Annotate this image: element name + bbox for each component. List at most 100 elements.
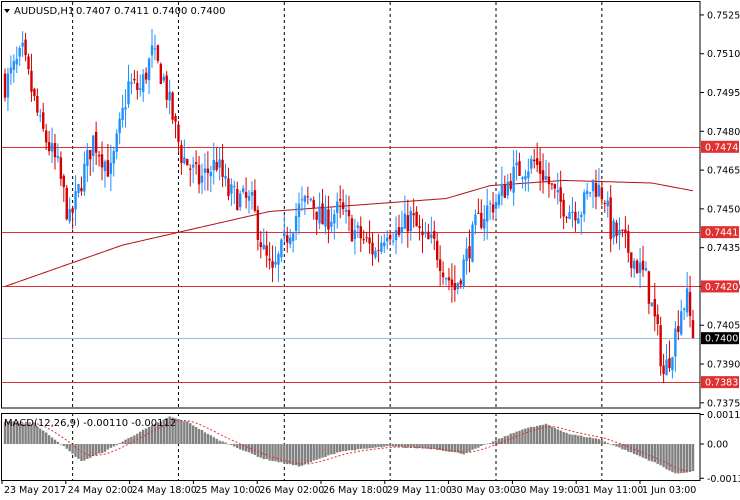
macd-bar (459, 444, 462, 454)
price-tick-label: 0.7495 (707, 88, 740, 99)
candle-body (497, 194, 501, 206)
macd-bar (503, 436, 507, 445)
candle-body (441, 272, 445, 278)
candle-body (74, 191, 77, 210)
candlestick (568, 205, 571, 220)
candle-body (18, 47, 21, 57)
candle-body (465, 248, 468, 262)
macd-bar (509, 433, 512, 445)
candle-body (241, 188, 245, 192)
macd-bar (197, 428, 201, 445)
candlestick (465, 237, 468, 275)
candlestick (291, 231, 295, 253)
candlestick (100, 141, 104, 181)
candlestick (147, 57, 151, 95)
macd-bar (86, 444, 89, 459)
macd-bar (133, 435, 136, 445)
candlestick (477, 198, 480, 214)
candle-body (197, 164, 201, 185)
candlestick (303, 194, 307, 215)
candle-body (162, 76, 165, 81)
candlestick (221, 143, 224, 188)
candle-body (515, 162, 518, 166)
macd-bar (436, 444, 439, 450)
candlestick (594, 169, 598, 210)
macd-bar (377, 444, 380, 448)
candle-body (527, 171, 530, 179)
macd-bar (494, 440, 498, 445)
macd-bar (430, 444, 433, 450)
candle-body (333, 214, 336, 224)
macd-bar (309, 444, 312, 463)
collapse-triangle-icon[interactable] (4, 9, 10, 13)
candlestick (580, 211, 583, 235)
candle-body (65, 187, 68, 220)
macd-bar (150, 425, 154, 445)
candlesticks (3, 28, 695, 384)
candlestick (671, 356, 674, 379)
candlestick (309, 197, 312, 202)
macd-bar (44, 432, 48, 445)
candlestick (377, 234, 380, 263)
candlestick (171, 91, 174, 124)
candle-body (227, 178, 230, 197)
macd-bar (488, 443, 492, 445)
macd-bar (127, 438, 130, 445)
macd-bar (397, 444, 401, 447)
macd-bar (668, 444, 671, 471)
candle-body (621, 229, 624, 231)
macd-bar (336, 444, 339, 453)
candle-body (444, 278, 448, 280)
candle-body (644, 268, 648, 271)
candlestick (606, 191, 609, 218)
candle-body (362, 239, 365, 241)
macd-bar (156, 422, 160, 445)
candlestick (321, 188, 324, 225)
candle-body (556, 190, 559, 193)
candle-body (221, 159, 224, 177)
macd-bar (688, 444, 692, 472)
candle-body (662, 365, 665, 375)
macd-bar (491, 441, 495, 445)
macd-bar (386, 444, 389, 447)
candle-body (56, 156, 60, 158)
candlestick (239, 190, 242, 211)
candlestick (430, 216, 433, 244)
candle-body (433, 231, 436, 239)
candle-body (374, 251, 377, 257)
candlestick (200, 163, 204, 195)
candle-body (438, 259, 442, 272)
price-level-label-bg (701, 140, 739, 153)
candlestick (632, 258, 636, 278)
candlestick (224, 163, 227, 187)
price-tick-label: 0.7510 (707, 49, 740, 60)
macd-bar (206, 433, 210, 445)
candle-body (691, 320, 695, 339)
candlestick (139, 74, 142, 97)
candle-body (353, 230, 357, 239)
macd-bar (256, 444, 260, 457)
candlestick (338, 185, 342, 219)
macd-bar (306, 444, 310, 464)
macd-header: MACD(12,26,9) -0.00110 -0.00112 (4, 418, 176, 429)
candlestick (233, 180, 236, 204)
candlestick (512, 150, 515, 206)
macd-bar (109, 444, 113, 448)
candle-body (109, 162, 113, 174)
macd-bar (627, 444, 630, 452)
candle-body (233, 186, 236, 188)
candlestick (609, 185, 612, 253)
macd-bar (594, 438, 598, 445)
candlestick (271, 245, 274, 283)
candlestick (203, 153, 207, 191)
candle-body (39, 115, 42, 117)
candle-body (468, 246, 471, 259)
candle-body (133, 78, 136, 81)
candlestick (42, 102, 45, 132)
macd-bar (441, 444, 445, 451)
candlestick (121, 94, 124, 128)
candle-body (136, 82, 139, 91)
macd-bar (189, 423, 192, 445)
macd-bar (186, 421, 189, 445)
